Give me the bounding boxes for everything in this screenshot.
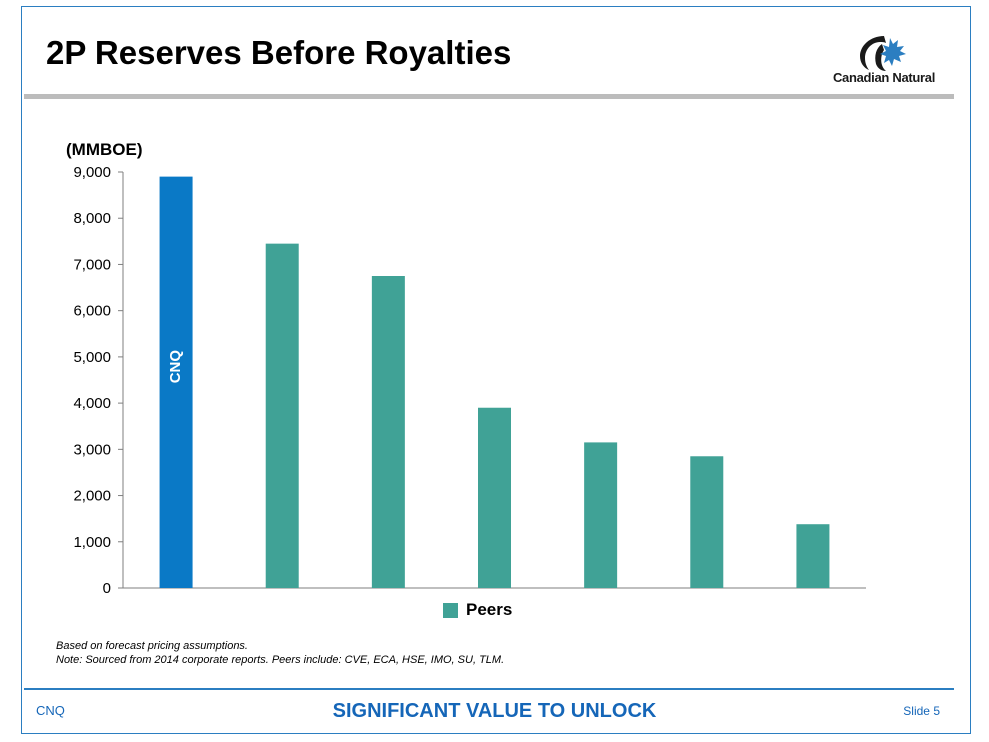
footnotes: Based on forecast pricing assumptions. N… xyxy=(56,639,504,667)
y-tick-label: 1,000 xyxy=(73,534,111,551)
bar-peer xyxy=(478,407,511,588)
legend-label-peers: Peers xyxy=(466,600,513,619)
slide-title: 2P Reserves Before Royalties xyxy=(46,34,512,71)
y-tick-label: 7,000 xyxy=(73,256,111,273)
y-tick-label: 5,000 xyxy=(73,349,111,366)
title-divider xyxy=(24,94,954,99)
company-logo: Canadian Natural xyxy=(822,30,946,86)
y-tick-label: 9,000 xyxy=(73,164,111,181)
y-tick-label: 0 xyxy=(103,580,111,597)
y-tick-label: 8,000 xyxy=(73,210,111,227)
bar-peer xyxy=(796,524,830,588)
slide-number: Slide 5 xyxy=(903,704,940,718)
bar-peer xyxy=(584,442,618,588)
bar-label-cnq: CNQ xyxy=(167,350,184,384)
footer-ticker: CNQ xyxy=(36,703,65,718)
y-tick-label: 3,000 xyxy=(73,441,111,458)
bar-peer xyxy=(265,243,299,588)
y-tick-label: 6,000 xyxy=(73,303,111,320)
bar-chart: 0 1,000 2,000 3,000 4,000 5,000 6,000 7,000 8,00… xyxy=(73,164,866,597)
y-axis-label: (MMBOE) xyxy=(66,140,143,159)
y-tick-label: 4,000 xyxy=(73,395,111,412)
slide-frame xyxy=(21,6,971,734)
legend-swatch-peers xyxy=(443,602,458,618)
bar-peer xyxy=(371,276,405,588)
footer-tagline: SIGNIFICANT VALUE TO UNLOCK xyxy=(332,700,657,722)
footnote-pricing: Based on forecast pricing assumptions. xyxy=(56,640,248,652)
chart-legend: Peers xyxy=(443,600,512,620)
y-tick-label: 2,000 xyxy=(73,488,111,505)
logo-emblem-icon xyxy=(860,36,906,71)
logo-text: Canadian Natural xyxy=(832,70,936,85)
bar-cnq xyxy=(159,176,193,588)
footer-divider xyxy=(24,688,954,690)
footnote-sources: Note: Sourced from 2014 corporate report… xyxy=(56,654,505,666)
bar-peer xyxy=(690,456,724,588)
